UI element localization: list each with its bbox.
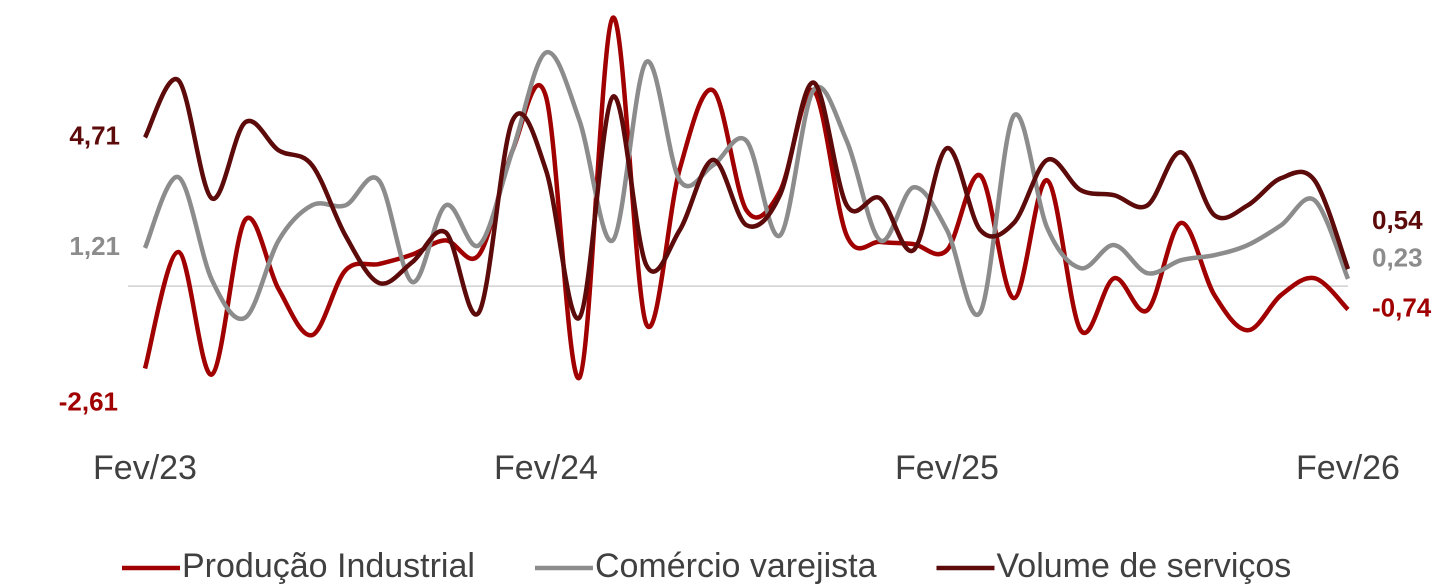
x-tick-label: Fev/26: [1296, 449, 1400, 487]
legend-label: Volume de serviços: [996, 547, 1291, 585]
value-label: 1,21: [69, 231, 120, 261]
value-label: -2,61: [59, 386, 118, 416]
value-label: 0,23: [1372, 243, 1423, 273]
series-line: [142, 50, 1351, 322]
x-tick-label: Fev/25: [895, 449, 999, 487]
value-label: -0,74: [1372, 292, 1432, 322]
value-label: 4,71: [69, 120, 120, 150]
x-tick-label: Fev/24: [494, 449, 598, 487]
x-tick-label: Fev/23: [93, 449, 197, 487]
value-label: 0,54: [1372, 205, 1423, 235]
legend-label: Comércio varejista: [595, 547, 877, 585]
series-line: [142, 15, 1350, 380]
series-line: [142, 76, 1351, 321]
legend-label: Produção Industrial: [182, 547, 475, 585]
